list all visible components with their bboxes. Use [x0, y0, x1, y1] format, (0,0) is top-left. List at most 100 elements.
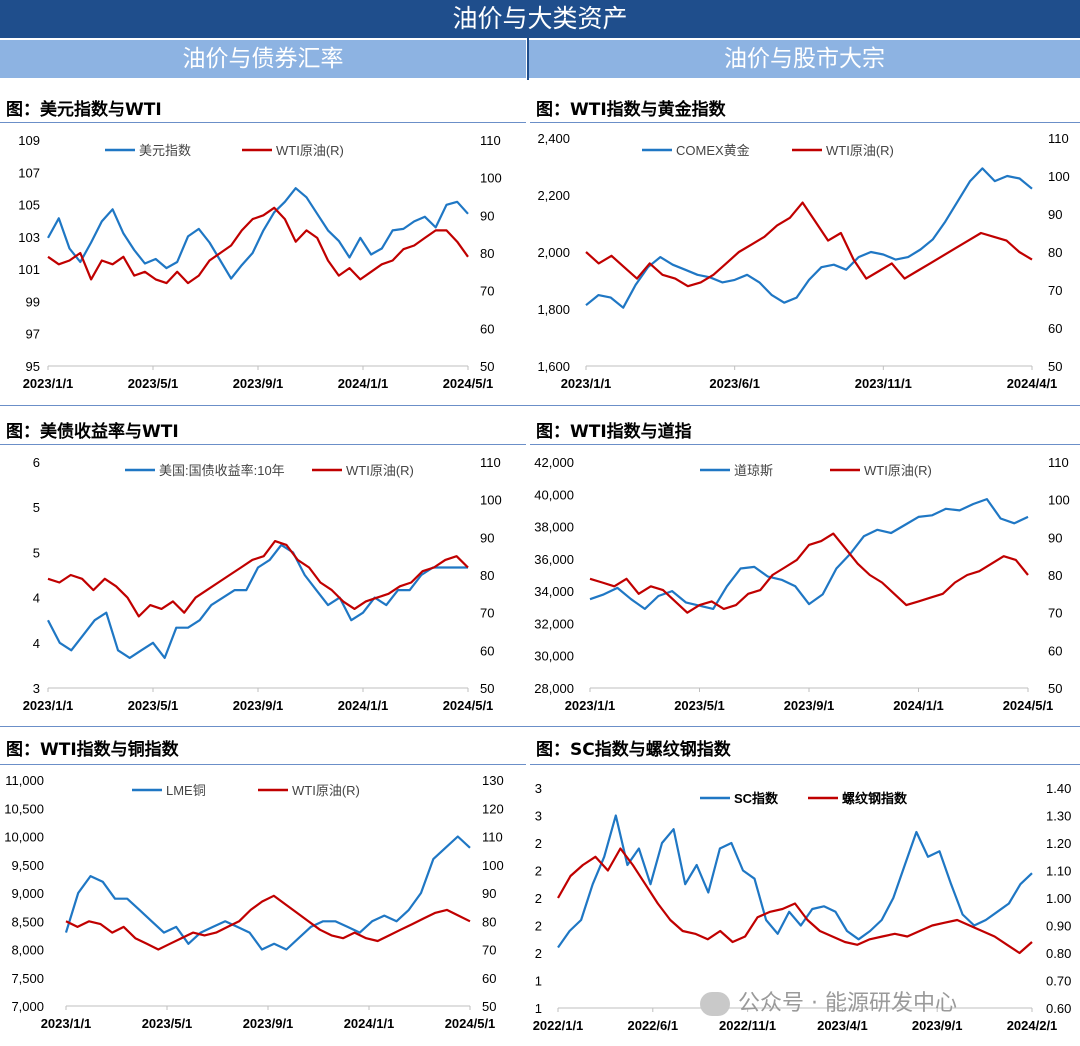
series-line-1	[65, 894, 471, 951]
right-axis-tick: 120	[482, 801, 504, 816]
chart-usd-wti: 109 107 105 103 101 99 97 95 110 100 90 80 70 60 50 202…	[18, 133, 501, 391]
right-axis-tick: 100	[480, 493, 502, 508]
left-axis-tick: 36,000	[534, 552, 574, 567]
left-axis-tick: 8,500	[11, 914, 44, 929]
chart-title-sc: 图：SC指数与螺纹钢指数	[536, 740, 731, 760]
left-axis-tick: 1,600	[537, 359, 570, 374]
watermark: 公众号 · 能源研发中心	[700, 985, 957, 1017]
right-axis-tick: 70	[480, 606, 494, 621]
watermark-text: 公众号 · 能源研发中心	[738, 991, 957, 1016]
right-axis-tick: 0.70	[1046, 974, 1071, 989]
left-axis-tick: 5	[33, 500, 40, 515]
left-section-header: 油价与债券汇率	[0, 40, 526, 78]
chart-ust-wti: 6 5 5 4 4 3 110 100 90 80 70 60 50 2023/1/1 2023/5/1 20…	[23, 455, 502, 713]
right-axis-tick: 110	[1048, 131, 1069, 146]
right-axis-tick: 90	[482, 886, 496, 901]
right-axis-tick: 60	[482, 971, 496, 986]
left-axis-tick: 2,000	[537, 245, 570, 260]
x-axis-tick: 2023/1/1	[561, 376, 612, 391]
left-axis-tick: 4	[33, 636, 40, 651]
x-axis-tick: 2023/6/1	[709, 376, 760, 391]
series-line-0	[47, 187, 469, 280]
right-axis-tick: 80	[482, 914, 496, 929]
title-underline	[0, 122, 526, 123]
left-axis-tick: 28,000	[534, 681, 574, 696]
x-axis-tick: 2023/9/1	[233, 376, 284, 391]
x-axis-tick: 2023/5/1	[142, 1016, 193, 1031]
series-line-0	[64, 835, 471, 951]
series-line-1	[47, 206, 469, 285]
legend-label: WTI原油(R)	[826, 143, 894, 158]
x-axis-tick: 2024/5/1	[445, 1016, 496, 1031]
left-axis-tick: 1	[535, 974, 542, 989]
legend-label: WTI原油(R)	[292, 783, 360, 798]
left-axis-tick: 2	[535, 891, 542, 906]
title-underline	[0, 444, 526, 445]
right-axis-tick: 100	[1048, 169, 1070, 184]
right-axis-tick: 70	[482, 943, 496, 958]
x-axis-tick: 2022/6/1	[627, 1018, 678, 1033]
left-axis-tick: 38,000	[534, 520, 574, 535]
x-axis-tick: 2023/1/1	[41, 1016, 92, 1031]
chart-title-dow: 图：WTI指数与道指	[536, 422, 692, 442]
left-axis-tick: 34,000	[534, 584, 574, 599]
right-axis-tick: 90	[480, 208, 494, 223]
legend-label: 螺纹钢指数	[842, 791, 908, 806]
x-axis-tick: 2023/5/1	[674, 698, 725, 713]
right-axis-tick: 60	[1048, 643, 1062, 658]
x-axis-tick: 2024/4/1	[1007, 376, 1058, 391]
x-axis-tick: 2023/11/1	[855, 376, 912, 391]
title-underline	[530, 122, 1080, 123]
x-axis-tick: 2023/4/1	[817, 1018, 868, 1033]
left-axis-tick: 2	[535, 919, 542, 934]
right-axis-tick: 1.40	[1046, 781, 1071, 796]
left-axis-tick: 8,000	[11, 943, 44, 958]
right-axis-tick: 0.60	[1046, 1001, 1071, 1016]
right-axis-tick: 80	[1048, 245, 1062, 260]
series-line-0	[589, 497, 1029, 610]
x-axis-tick: 2024/5/1	[1003, 698, 1054, 713]
right-axis-tick: 130	[482, 773, 504, 788]
left-axis-tick: 11,000	[5, 773, 44, 788]
left-axis-tick: 40,000	[534, 487, 574, 502]
x-axis-tick: 2024/1/1	[344, 1016, 395, 1031]
row-divider	[0, 726, 1080, 727]
left-axis-tick: 30,000	[534, 649, 574, 664]
right-axis-tick: 70	[480, 284, 494, 299]
chart-title-copper: 图：WTI指数与铜指数	[6, 740, 179, 760]
right-axis-tick: 110	[1048, 455, 1069, 470]
right-axis-tick: 70	[1048, 606, 1062, 621]
x-axis-tick: 2023/1/1	[565, 698, 616, 713]
left-axis-tick: 7,500	[11, 971, 44, 986]
series-line-1	[589, 532, 1029, 614]
left-axis-tick: 2,200	[537, 188, 570, 203]
series-line-0	[585, 167, 1033, 309]
left-axis-tick: 97	[26, 327, 40, 342]
right-axis-tick: 100	[1048, 493, 1070, 508]
x-axis-tick: 2024/5/1	[443, 376, 494, 391]
legend-label: SC指数	[734, 791, 779, 806]
left-axis-tick: 95	[26, 359, 40, 374]
right-axis-tick: 60	[480, 321, 494, 336]
left-axis-tick: 6	[33, 455, 40, 470]
left-axis-tick: 2	[535, 864, 542, 879]
left-axis-tick: 3	[535, 781, 542, 796]
x-axis-tick: 2023/5/1	[128, 376, 179, 391]
left-axis-tick: 1,800	[537, 302, 570, 317]
legend-label: 道琼斯	[734, 463, 773, 478]
legend-label: WTI原油(R)	[276, 143, 344, 158]
right-axis-tick: 110	[480, 133, 501, 148]
right-axis-tick: 50	[482, 999, 496, 1014]
left-axis-tick: 7,000	[11, 999, 44, 1014]
title-underline	[530, 764, 1080, 765]
x-axis-tick: 2024/2/1	[1007, 1018, 1058, 1033]
right-axis-tick: 50	[480, 359, 494, 374]
x-axis-tick: 2023/9/1	[243, 1016, 294, 1031]
title-underline	[0, 764, 526, 765]
x-axis-tick: 2023/9/1	[233, 698, 284, 713]
left-axis-tick: 2	[535, 946, 542, 961]
left-axis-tick: 107	[18, 165, 40, 180]
right-axis-tick: 0.90	[1046, 919, 1071, 934]
right-axis-tick: 50	[480, 681, 494, 696]
right-axis-tick: 1.00	[1046, 891, 1071, 906]
